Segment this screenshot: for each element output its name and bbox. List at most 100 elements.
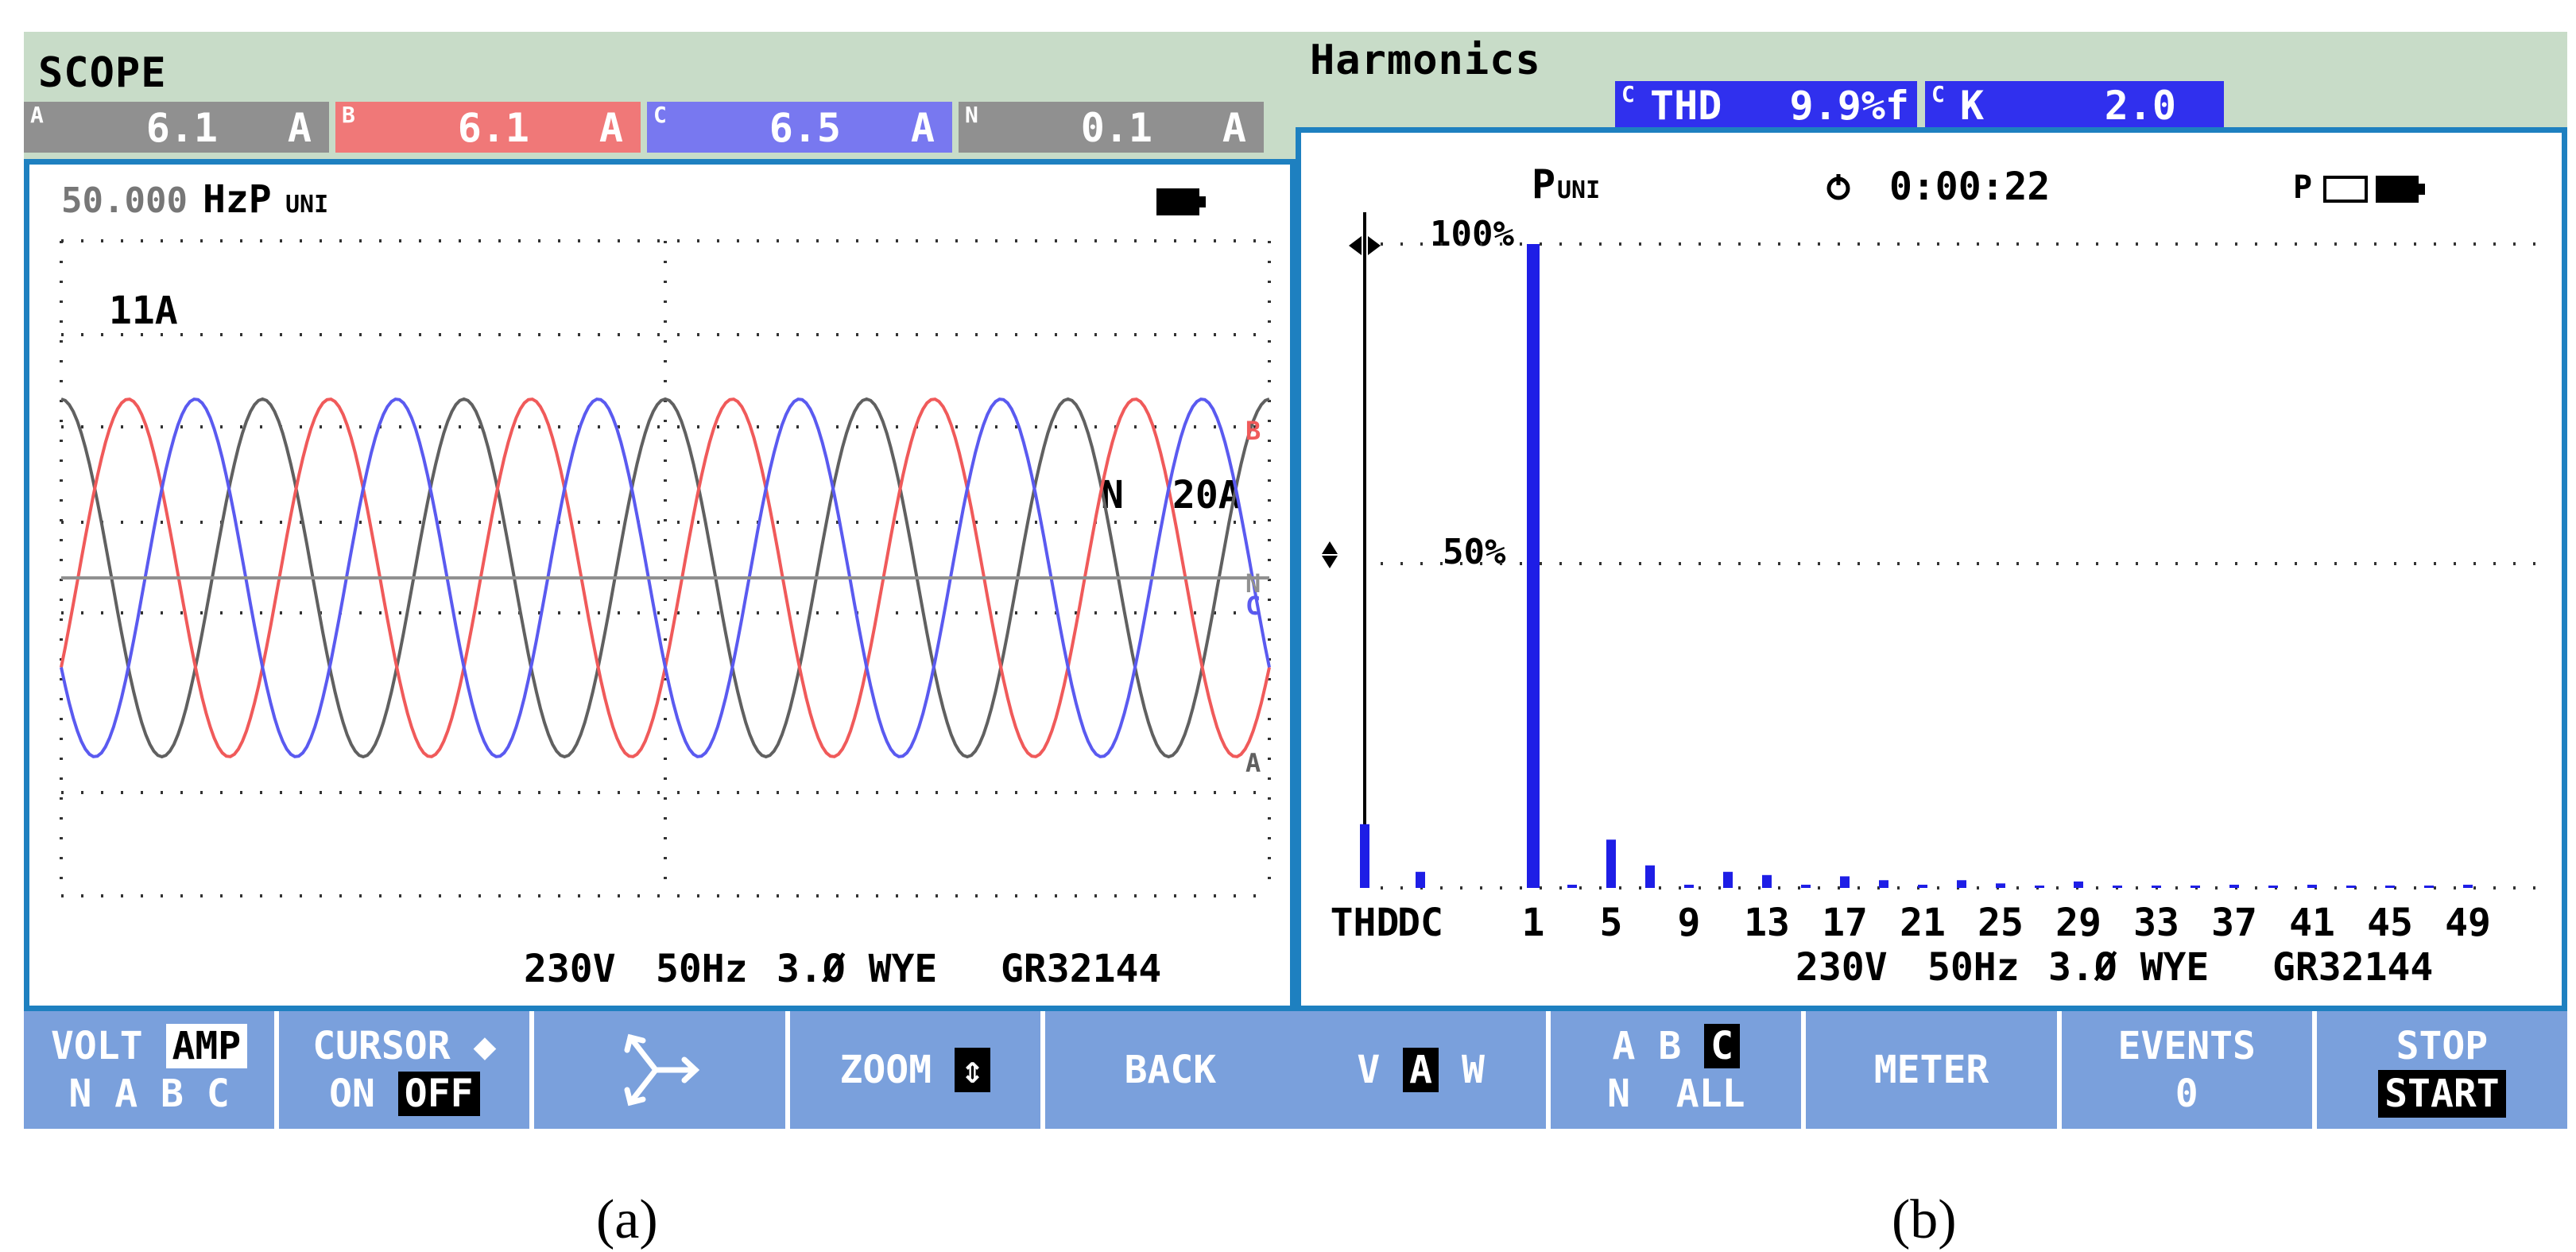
- thd-label: THD: [1650, 83, 1722, 129]
- volt-option: VOLT: [51, 1024, 143, 1068]
- scope-grid: [60, 239, 1271, 897]
- readout-value: 6.1: [145, 105, 218, 151]
- bar-45: [2385, 886, 2395, 888]
- back-label: BACK: [1124, 1048, 1217, 1092]
- frequency-unit: HzP: [203, 177, 272, 222]
- bar-13: [1762, 874, 1772, 888]
- back-key[interactable]: BACK: [1044, 1011, 1296, 1129]
- pct-50-label: 50%: [1443, 532, 1506, 572]
- k-label: K: [1960, 83, 1985, 129]
- thd-readout: C THD 9.9%f: [1615, 81, 1917, 130]
- phasor-key[interactable]: [534, 1011, 790, 1129]
- status-frequency: 50Hz: [656, 947, 748, 991]
- thd-c-tag: C: [1621, 81, 1635, 107]
- zoom-updown-icon: ⇕: [955, 1048, 990, 1092]
- scope-screen: 50.000 HzP UNI 11A N 20A B N C A 230V 50…: [24, 159, 1296, 1011]
- battery-icon: [2376, 176, 2419, 203]
- pct-100-label: 100%: [1430, 214, 1514, 254]
- status-line: 230V 50Hz 3.Ø WYE GR32144: [1795, 945, 2433, 990]
- bar-dc: [1416, 871, 1425, 888]
- k-value: 2.0: [2104, 83, 2176, 129]
- readout-value: 6.5: [769, 105, 841, 151]
- bar-43: [2346, 886, 2356, 888]
- readout-b: B 6.1 A: [335, 102, 641, 153]
- readout-n: N 0.1 A: [959, 102, 1264, 153]
- cursor-on-option: ON: [329, 1072, 375, 1116]
- bar-41: [2307, 884, 2317, 888]
- harmonics-title: Harmonics: [1310, 37, 1541, 84]
- stop-start-key[interactable]: STOP START: [2316, 1011, 2568, 1129]
- status-icons: P: [2293, 169, 2425, 206]
- bar-47: [2424, 886, 2434, 888]
- scope-waveform-chart: 50.000 HzP UNI 11A N 20A B N C A 230V 50…: [60, 177, 1271, 991]
- bar-15: [1801, 884, 1811, 888]
- header-p: P: [1532, 161, 1555, 207]
- bar-19: [1879, 880, 1888, 888]
- bar-1: [1527, 244, 1540, 888]
- cursor-key[interactable]: CURSOR ◆ ON OFF: [279, 1011, 535, 1129]
- readout-label: A: [30, 102, 44, 128]
- c-option: C: [1704, 1024, 1741, 1068]
- status-line: 230V 50Hz 3.Ø WYE GR32144: [524, 947, 1161, 991]
- phase-select-key[interactable]: A B C N ALL: [1551, 1011, 1807, 1129]
- cursor-line: [1349, 212, 1381, 888]
- tick-label: 41: [2289, 901, 2335, 945]
- harmonics-function-keys: V A W A B C N ALL METER EVENTS 0 STOP ST…: [1296, 1011, 2568, 1129]
- trace-label-b: B: [1245, 416, 1261, 446]
- thd-value: 9.9%f: [1789, 83, 1909, 129]
- bar-7: [1645, 865, 1655, 888]
- stop-option: STOP: [2396, 1024, 2489, 1068]
- readout-unit: A: [910, 105, 935, 151]
- scope-traces: [60, 397, 1271, 759]
- bar-31: [2113, 886, 2122, 888]
- caption-b: (b): [1892, 1189, 1957, 1250]
- harmonics-screen: P UNI 0:00:22 P 100% 50%: [1296, 127, 2567, 1011]
- start-option: START: [2378, 1070, 2506, 1118]
- harmonics-grid: [1381, 242, 2541, 890]
- readout-a: A 6.1 A: [24, 102, 329, 153]
- timer-readout: 0:00:22: [1889, 165, 2050, 209]
- status-voltage: 230V: [1795, 945, 1888, 990]
- status-frequency: 50Hz: [1927, 945, 2020, 990]
- tick-label: 29: [2055, 901, 2101, 945]
- a-option: A: [1403, 1048, 1439, 1092]
- bar-9: [1684, 884, 1694, 888]
- pin-icon: P: [2293, 169, 2312, 206]
- tick-label: 25: [1978, 901, 2024, 945]
- bar-33: [2152, 886, 2161, 888]
- zoom-key[interactable]: ZOOM ⇕: [789, 1011, 1045, 1129]
- tick-label: 33: [2133, 901, 2179, 945]
- caption-a: (a): [596, 1189, 658, 1250]
- meter-label: METER: [1873, 1048, 1989, 1092]
- tick-label: 13: [1744, 901, 1790, 945]
- harmonics-panel: Harmonics C THD 9.9%f C K 2.0 P UNI 0:00…: [1296, 32, 2568, 1250]
- timer-icon: [1826, 174, 1850, 200]
- scope-title: SCOPE: [38, 49, 167, 97]
- ab-option: A B: [1612, 1024, 1682, 1068]
- meter-key[interactable]: METER: [1806, 1011, 2062, 1129]
- status-config: 3.Ø WYE: [777, 947, 937, 991]
- volt-amp-key[interactable]: VOLT AMP N A B C: [24, 1011, 280, 1129]
- readout-unit: A: [1222, 105, 1246, 151]
- bar-35: [2191, 886, 2200, 888]
- k-c-tag: C: [1931, 81, 1945, 107]
- trace-c: [60, 397, 1271, 758]
- tick-label: 37: [2211, 901, 2257, 945]
- neutral-scale: 20A: [1172, 473, 1242, 517]
- bar-11: [1723, 871, 1733, 888]
- harmonics-bars: [1360, 244, 2473, 888]
- readout-unit: A: [598, 105, 623, 151]
- readout-label: B: [342, 102, 355, 128]
- vaw-key[interactable]: V A W: [1296, 1011, 1551, 1129]
- bar-23: [1957, 880, 1966, 888]
- bar-17: [1840, 876, 1850, 888]
- events-key[interactable]: EVENTS 0: [2061, 1011, 2317, 1129]
- tick-label: 49: [2445, 901, 2491, 945]
- status-id: GR32144: [1001, 947, 1161, 991]
- cursor-left-arrow-icon: [1349, 236, 1362, 255]
- all-option: ALL: [1675, 1072, 1745, 1116]
- cursor-off-option: OFF: [397, 1072, 480, 1116]
- trace-a: [60, 397, 1270, 759]
- harmonics-bar-chart: P UNI 0:00:22 P 100% 50%: [1322, 161, 2541, 990]
